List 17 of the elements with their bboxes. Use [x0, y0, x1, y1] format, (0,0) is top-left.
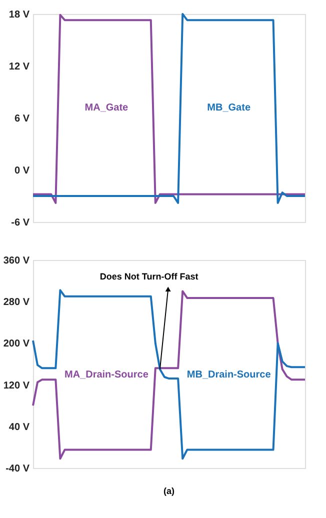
y-tick-label: 18 V [8, 10, 30, 20]
y-tick-label: 120 V [3, 380, 30, 392]
y-tick-label: 0 V [14, 166, 30, 176]
y-tick-label: -40 V [6, 464, 30, 474]
y-tick-label: -6 V [11, 218, 30, 228]
y-tick-label: 40 V [8, 422, 30, 433]
y-tick-label: 12 V [8, 62, 30, 72]
text: MB_Gate [207, 102, 251, 114]
text: (a) [164, 486, 174, 496]
y-tick-label: 200 V [3, 338, 30, 350]
series-label: MA_Drain-Source [64, 369, 149, 380]
series-label: MB_Drain-Source [186, 369, 272, 380]
text: MA_Gate [84, 102, 129, 114]
y-tick-label: 360 V [3, 256, 30, 266]
annotation: Does Not Turn-Off Fast [100, 272, 198, 282]
y-tick-label: 280 V [3, 297, 30, 308]
y-tick-label: 6 V [14, 114, 30, 124]
